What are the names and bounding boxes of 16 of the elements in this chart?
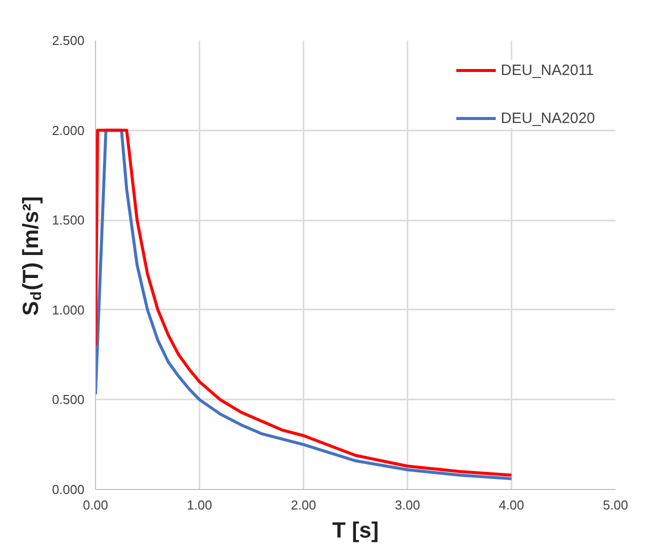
- y-axis-title: Sd(T) [m/s²]: [18, 196, 45, 316]
- x-tick-label: 3.00: [394, 498, 420, 512]
- x-tick-label: 5.00: [602, 498, 628, 512]
- y-tick-label: 0.000: [52, 482, 85, 497]
- legend-label: DEU_NA2020: [500, 110, 595, 126]
- y-tick-label: 2.000: [52, 122, 85, 138]
- x-tick-label: 0.00: [82, 498, 108, 512]
- x-tick-label: 4.00: [498, 498, 524, 512]
- y-tick-label: 1.000: [52, 302, 85, 318]
- x-tick-label: 2.00: [290, 498, 316, 512]
- y-tick-label: 1.500: [52, 212, 85, 228]
- legend-label: DEU_NA2011: [500, 62, 594, 78]
- x-tick-label: 1.00: [186, 498, 212, 512]
- x-axis-title: T [s]: [332, 518, 379, 542]
- y-tick-label: 2.500: [52, 33, 85, 48]
- y-tick-label: 0.500: [52, 392, 85, 408]
